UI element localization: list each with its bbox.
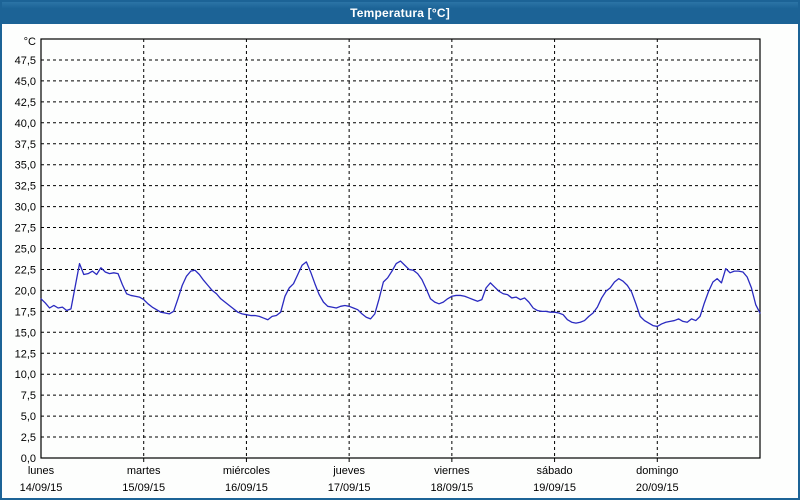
y-tick-label: 17,5 — [15, 306, 36, 318]
x-date-label: 14/09/15 — [20, 482, 63, 494]
chart-area: 0,0 2,5 5,0 7,5 10,0 12,5 15,0 17,5 20,0 22,5 25,0… — [2, 24, 798, 498]
y-tick-label: 40,0 — [15, 118, 36, 130]
y-tick-label: 47,5 — [15, 55, 36, 67]
y-tick-label: 30,0 — [15, 202, 36, 214]
x-day-label: jueves — [332, 465, 365, 477]
x-date-label: 18/09/15 — [430, 482, 473, 494]
y-tick-label: 20,0 — [15, 285, 36, 297]
y-tick-label: 32,5 — [15, 181, 36, 193]
x-day-label: martes — [127, 465, 161, 477]
window-title: Temperatura [°C] — [350, 6, 450, 20]
x-date-label: 19/09/15 — [533, 482, 576, 494]
x-date-label: 20/09/15 — [636, 482, 679, 494]
y-axis-unit-label: °C — [24, 36, 36, 48]
x-date-label: 17/09/15 — [328, 482, 371, 494]
y-tick-label: 35,0 — [15, 160, 36, 172]
temperature-chart: 0,0 2,5 5,0 7,5 10,0 12,5 15,0 17,5 20,0 22,5 25,0… — [15, 36, 761, 494]
y-tick-label: 45,0 — [15, 76, 36, 88]
x-date-label: 15/09/15 — [122, 482, 165, 494]
y-tick-label: 10,0 — [15, 369, 36, 381]
window-titlebar: Temperatura [°C] — [2, 2, 798, 24]
y-tick-label: 27,5 — [15, 223, 36, 235]
y-tick-label: 2,5 — [21, 432, 36, 444]
y-tick-label: 15,0 — [15, 327, 36, 339]
y-tick-label: 22,5 — [15, 264, 36, 276]
x-day-label: miércoles — [223, 465, 271, 477]
y-tick-label: 5,0 — [21, 411, 36, 423]
temperature-line — [40, 260, 761, 328]
y-tick-label: 37,5 — [15, 139, 36, 151]
x-day-label: lunes — [28, 465, 55, 477]
x-day-label: domingo — [636, 465, 678, 477]
x-day-label: viernes — [434, 465, 470, 477]
x-day-label: sábado — [537, 465, 573, 477]
y-tick-label: 0,0 — [21, 453, 36, 465]
y-tick-label: 12,5 — [15, 348, 36, 360]
plot-border — [40, 38, 761, 459]
x-date-label: 16/09/15 — [225, 482, 268, 494]
y-tick-label: 42,5 — [15, 97, 36, 109]
y-tick-label: 25,0 — [15, 244, 36, 256]
plot-background — [41, 39, 760, 458]
y-tick-label: 7,5 — [21, 390, 36, 402]
